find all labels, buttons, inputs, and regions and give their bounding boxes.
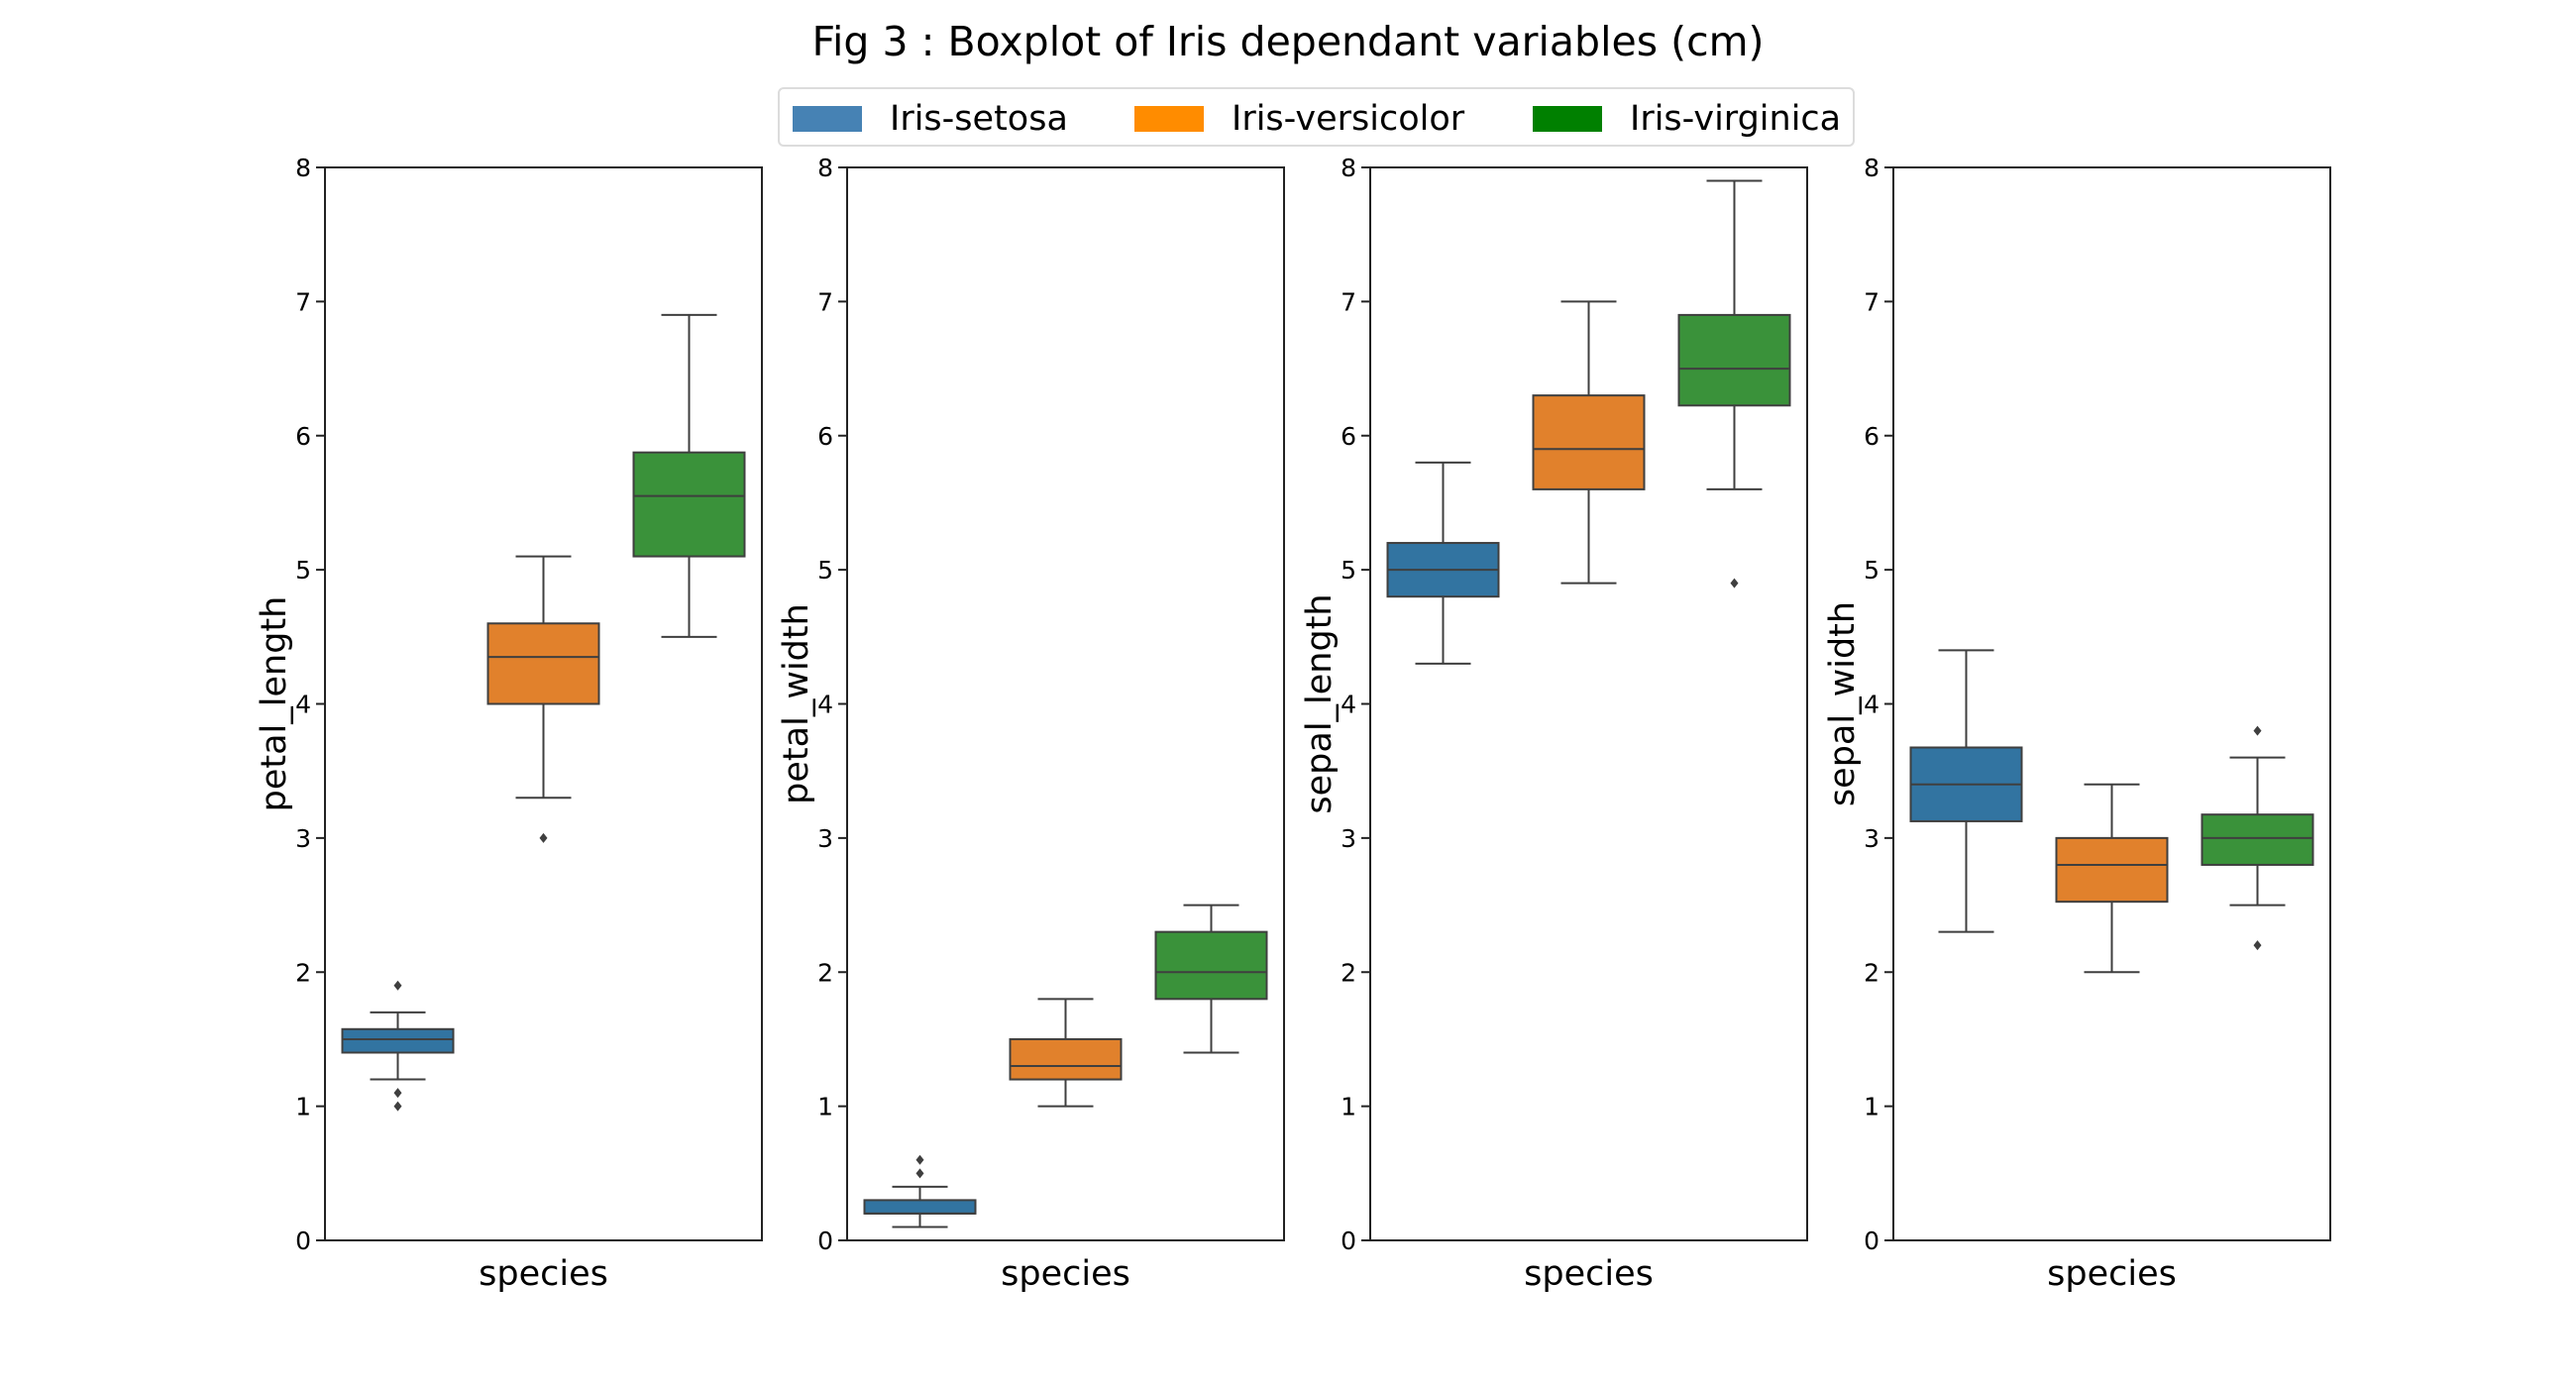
panel-1-box-2-iqr-rect (486, 622, 600, 705)
panel-3-ytick-label-0: 0 (1341, 1227, 1356, 1255)
panel-3-ytick-label-1: 1 (1341, 1093, 1356, 1121)
panel-1-ytick-label-0: 0 (295, 1227, 311, 1255)
panel-1-ytick-label-3: 3 (295, 824, 311, 853)
chart-title: Fig 3 : Boxplot of Iris dependant variab… (811, 18, 1765, 65)
panel-4-box-3-outlier-2 (2253, 940, 2262, 951)
panel-4-axes-frame (1892, 166, 2331, 1241)
legend: Iris-setosa Iris-versicolor Iris-virgini… (778, 87, 1855, 147)
panel-4-box-3-outlier-1 (2253, 725, 2262, 736)
legend-label-virginica: Iris-virginica (1630, 99, 1842, 139)
panel-1-ylabel: petal_length (255, 596, 294, 812)
panel-3-ytick-label-3: 3 (1341, 824, 1356, 853)
legend-entry-setosa: Iris-setosa (793, 99, 1068, 139)
panel-2-box-1-outlier-2 (915, 1154, 924, 1165)
panel-3-ytick-label-5: 5 (1341, 556, 1356, 585)
panel-2-box-3-iqr-rect (1154, 930, 1268, 1001)
panel-3-ytick-label-7: 7 (1341, 287, 1356, 316)
panel-4-box-2-iqr-rect (2055, 836, 2169, 904)
panel-1-ytick-label-4: 4 (295, 691, 311, 719)
panel-2-ytick-label-2: 2 (817, 958, 833, 987)
legend-label-setosa: Iris-setosa (890, 99, 1068, 139)
panel-3-xlabel: species (1524, 1254, 1654, 1294)
panel-3-ytick-label-4: 4 (1341, 691, 1356, 719)
panel-3-ylabel: sepal_length (1300, 593, 1340, 813)
panel-4-ytick-label-5: 5 (1864, 556, 1879, 585)
legend-label-versicolor: Iris-versicolor (1232, 99, 1465, 139)
panel-1-xlabel: species (479, 1254, 608, 1294)
panel-4-ytick-label-2: 2 (1864, 958, 1879, 987)
panel-4-xlabel: species (2047, 1254, 2177, 1294)
panel-2-ytick-label-0: 0 (817, 1227, 833, 1255)
panel-1-ytick-label-1: 1 (295, 1093, 311, 1121)
panel-4-ytick-label-4: 4 (1864, 691, 1879, 719)
panel-1-ytick-label-7: 7 (295, 287, 311, 316)
panel-4-ytick-label-6: 6 (1864, 422, 1879, 451)
panel-2-ytick-label-5: 5 (817, 556, 833, 585)
legend-entry-versicolor: Iris-versicolor (1134, 99, 1465, 139)
panel-1-ytick-label-5: 5 (295, 556, 311, 585)
panel-3-ytick-label-8: 8 (1341, 154, 1356, 182)
panel-2-ytick-label-1: 1 (817, 1093, 833, 1121)
panel-1-box-3-iqr-rect (632, 451, 746, 558)
panel-1-ytick-label-2: 2 (295, 958, 311, 987)
panel-2-ytick-label-7: 7 (817, 287, 833, 316)
panel-2-ylabel: petal_width (777, 603, 816, 804)
panel-2-box-2-iqr-rect (1009, 1037, 1123, 1081)
panel-1-box-1-outlier-1 (393, 980, 402, 991)
panel-2-box-1-iqr-rect (863, 1199, 977, 1215)
panel-1-box-2-outlier-1 (539, 832, 548, 843)
legend-swatch-virginica (1533, 106, 1602, 132)
legend-swatch-setosa (793, 106, 862, 132)
panel-4-ytick-label-8: 8 (1864, 154, 1879, 182)
panel-3-ytick-label-2: 2 (1341, 958, 1356, 987)
panel-2-ytick-label-6: 6 (817, 422, 833, 451)
panel-2-ytick-label-8: 8 (817, 154, 833, 182)
panel-1-ytick-label-6: 6 (295, 422, 311, 451)
panel-4-ylabel: sepal_width (1823, 601, 1863, 806)
legend-swatch-versicolor (1134, 106, 1204, 132)
panel-3-box-2-iqr-rect (1532, 394, 1646, 490)
panel-4-ytick-label-0: 0 (1864, 1227, 1879, 1255)
panel-4-ytick-label-1: 1 (1864, 1093, 1879, 1121)
panel-1-box-1-outlier-2 (393, 1088, 402, 1099)
panel-4-ytick-label-7: 7 (1864, 287, 1879, 316)
panel-1-box-1-outlier-3 (393, 1101, 402, 1112)
panel-1-ytick-label-8: 8 (295, 154, 311, 182)
legend-entry-virginica: Iris-virginica (1533, 99, 1842, 139)
panel-2-box-1-outlier-1 (915, 1168, 924, 1179)
panel-3-box-3-iqr-rect (1677, 313, 1791, 407)
panel-4-box-3-iqr-rect (2200, 813, 2314, 866)
panel-4-ytick-label-3: 3 (1864, 824, 1879, 853)
panel-2-ytick-label-3: 3 (817, 824, 833, 853)
panel-1-box-1-iqr-rect (341, 1027, 455, 1054)
panel-3-ytick-label-6: 6 (1341, 422, 1356, 451)
panel-2-xlabel: species (1001, 1254, 1130, 1294)
panel-2-ytick-label-4: 4 (817, 691, 833, 719)
panel-3-box-3-outlier-1 (1730, 578, 1739, 588)
